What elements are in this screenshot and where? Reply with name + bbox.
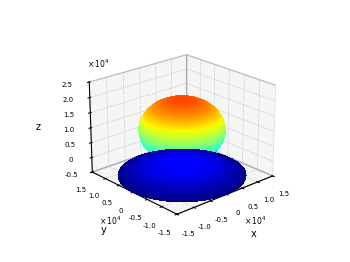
Text: $\times\,10^{4}$: $\times\,10^{4}$ [86, 57, 109, 70]
X-axis label: x: x [251, 228, 257, 238]
Y-axis label: y: y [100, 225, 106, 235]
Text: $\times\,10^{4}$: $\times\,10^{4}$ [244, 215, 266, 227]
Text: $\times\,10^{4}$: $\times\,10^{4}$ [99, 215, 121, 227]
